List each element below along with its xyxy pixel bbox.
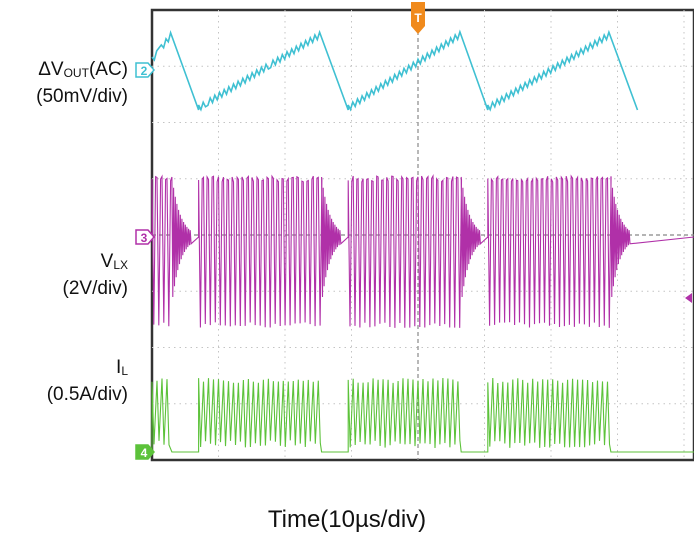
channel-2-label: ΔVOUT(AC) (50mV/div): [4, 58, 128, 109]
channel-4-label: IL (0.5A/div): [4, 356, 128, 407]
trigger-marker-label: T: [414, 11, 422, 25]
channel-3-label: VLX (2V/div): [4, 250, 128, 301]
trace-channel-3: [151, 174, 694, 328]
channel-4-name: IL: [116, 357, 128, 378]
channel-3-name: VLX: [100, 251, 128, 272]
trace-channel-4: [151, 377, 694, 453]
traces: [151, 29, 694, 453]
channel-2-scale: (50mV/div): [36, 86, 128, 107]
channel-2-marker: 2: [135, 62, 155, 78]
channel-3-scale: (2V/div): [62, 278, 128, 299]
x-axis-label: Time(10µs/div): [267, 506, 427, 533]
channel-2-marker-shape: [135, 62, 155, 78]
channel-4-marker-number: 4: [141, 446, 148, 460]
channel-4-marker-shape: [135, 444, 155, 460]
trace-channel-2: [151, 29, 639, 112]
channel-3-marker: 3: [135, 229, 155, 245]
markers: 2 3 4 T: [135, 2, 692, 460]
channel-2-name: ΔVOUT(AC): [38, 59, 128, 80]
trigger-marker-shape: [411, 2, 425, 34]
channel-2-marker-number: 2: [141, 64, 148, 78]
trigger-marker: T: [411, 2, 425, 34]
channel-3-marker-shape: [135, 229, 155, 245]
channel-4-marker: 4: [135, 444, 155, 460]
channel-4-scale: (0.5A/div): [46, 384, 128, 405]
channel-3-right-marker: [685, 293, 692, 303]
channel-3-marker-number: 3: [141, 231, 148, 245]
